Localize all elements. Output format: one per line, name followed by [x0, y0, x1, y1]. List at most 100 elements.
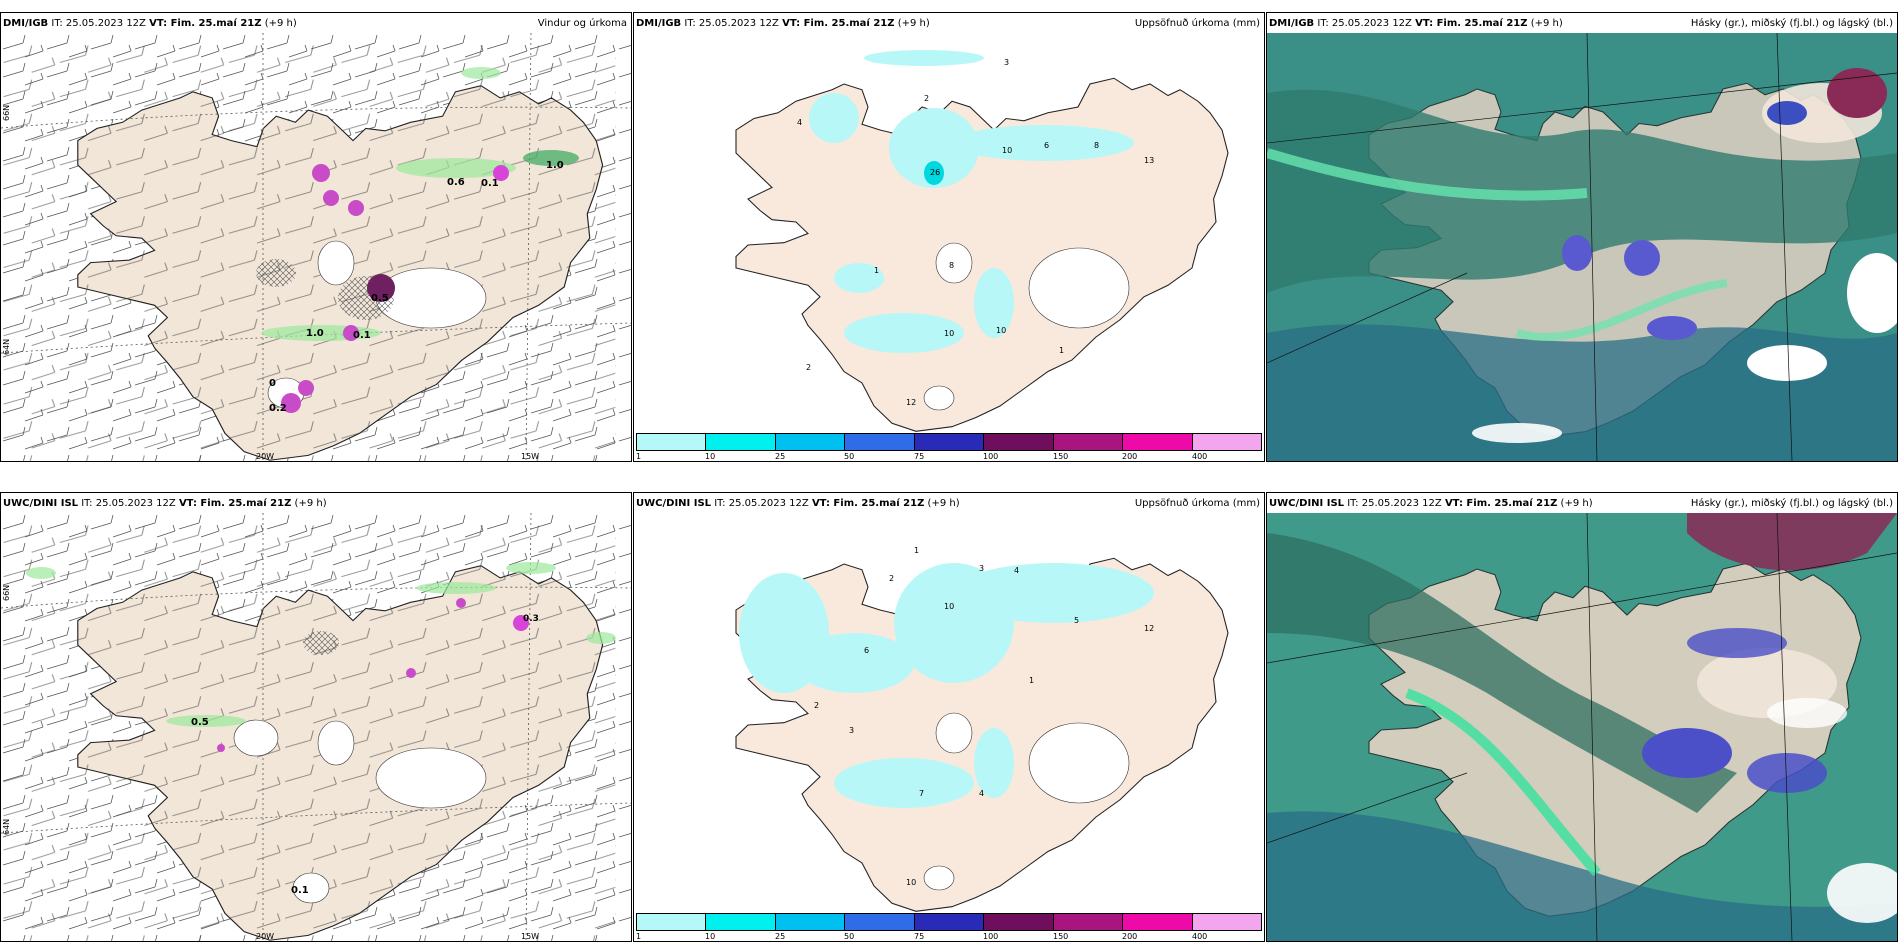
colorbar-tick: 10: [705, 932, 716, 941]
cloud-map: [1267, 513, 1897, 941]
lat-label: 64N: [2, 819, 11, 835]
precip-value: 6: [1044, 141, 1049, 150]
colorbar-tick: 25: [775, 452, 786, 461]
colorbar-swatch: [845, 434, 915, 450]
precip-value: 5: [1074, 616, 1079, 625]
colorbar-tick: 1: [636, 932, 642, 941]
wind-panel-dmi: DMI/IGB IT: 25.05.2023 12Z VT: Fim. 25.m…: [0, 12, 632, 462]
precip-value: 8: [949, 261, 954, 270]
precip-value: 6: [864, 646, 869, 655]
panel-title: Vindur og úrkoma: [537, 18, 627, 29]
colorbar: [636, 433, 1262, 451]
init-time: IT: 25.05.2023 12Z: [51, 18, 146, 29]
precip-value: 0.5: [191, 717, 209, 728]
lon-label: 15W: [521, 452, 539, 461]
precip-value: 1: [1059, 346, 1064, 355]
precip-value: 26: [930, 168, 940, 177]
precip-value: 0.1: [353, 330, 371, 341]
precip-value: 0.1: [481, 178, 499, 189]
colorbar-tick: 100: [983, 452, 999, 461]
valid-time: VT: Fim. 25.maí 21Z: [1444, 498, 1558, 509]
init-time: IT: 25.05.2023 12Z: [714, 498, 809, 509]
model-name: DMI/IGB: [3, 18, 49, 29]
colorbar-swatch: [1123, 914, 1193, 930]
lead-time: (+9 h): [897, 18, 930, 29]
colorbar-swatch: [984, 434, 1054, 450]
precip-value: 0: [269, 378, 276, 389]
model-name: UWC/DINI ISL: [1269, 498, 1345, 509]
colorbar-swatch: [984, 914, 1054, 930]
model-name: UWC/DINI ISL: [3, 498, 79, 509]
lead-time: (+9 h): [264, 18, 297, 29]
panel-header: DMI/IGB IT: 25.05.2023 12Z VT: Fim. 25.m…: [1269, 18, 1563, 30]
colorbar-tick: 10: [705, 452, 716, 461]
precip-value: 10: [906, 878, 916, 887]
panel-header: UWC/DINI ISL IT: 25.05.2023 12Z VT: Fim.…: [3, 498, 327, 510]
colorbar-swatch: [637, 914, 707, 930]
lead-time: (+9 h): [927, 498, 960, 509]
colorbar-swatch: [1123, 434, 1193, 450]
colorbar-tick: 150: [1053, 932, 1069, 941]
lead-time: (+9 h): [294, 498, 327, 509]
cloud-panel-dmi: DMI/IGB IT: 25.05.2023 12Z VT: Fim. 25.m…: [1266, 12, 1898, 462]
colorbar-swatch: [845, 914, 915, 930]
precip-value: 12: [1144, 624, 1154, 633]
panel-title: Uppsöfnuð úrkoma (mm): [1134, 498, 1260, 509]
precip-value: 10: [944, 329, 954, 338]
colorbar-tick: 50: [844, 932, 855, 941]
precip-value: 1: [1029, 676, 1034, 685]
lon-label: 20W: [256, 932, 274, 941]
precip-value: 2: [889, 574, 894, 583]
valid-time: VT: Fim. 25.maí 21Z: [149, 18, 262, 29]
precip-value: 1.0: [306, 328, 324, 339]
colorbar-swatch: [914, 914, 985, 930]
colorbar-swatch: [1053, 434, 1124, 450]
colorbar-tick: 25: [775, 932, 786, 941]
colorbar-tick: 1: [636, 452, 642, 461]
cloud-map: [1267, 33, 1897, 461]
valid-time: VT: Fim. 25.maí 21Z: [1415, 18, 1528, 29]
lon-label: 15W: [521, 932, 539, 941]
colorbar-tick: 400: [1192, 932, 1208, 941]
precip-value: 12: [906, 398, 916, 407]
colorbar-tick: 200: [1122, 452, 1138, 461]
colorbar-swatch: [706, 914, 776, 930]
precip-value: 0.1: [291, 885, 309, 896]
precip-value: 7: [919, 789, 924, 798]
panel-header: UWC/DINI ISL IT: 25.05.2023 12Z VT: Fim.…: [636, 498, 960, 510]
panel-title: Hásky (gr.), miðský (fj.bl.) og lágský (…: [1690, 498, 1893, 509]
lead-time: (+9 h): [1560, 498, 1593, 509]
valid-time: VT: Fim. 25.maí 21Z: [178, 498, 292, 509]
precip-value: 0.6: [447, 177, 465, 188]
colorbar-swatch: [1192, 434, 1261, 450]
precip-value: 10: [996, 326, 1006, 335]
colorbar-tick: 400: [1192, 452, 1208, 461]
lon-label: 20W: [256, 452, 274, 461]
precip-value: 3: [1004, 58, 1009, 67]
precip-value: 0.2: [269, 403, 287, 414]
wind-map: 0.6 0.1 1.0 0.5 1.0 0.1 0 0.2 20W 15W 66…: [1, 33, 631, 461]
precip-value: 2: [814, 701, 819, 710]
precip-value: 0.5: [371, 293, 389, 304]
precip-map: 1 2 3 4 10 5 6 12 1 2 3 7 4 10: [735, 546, 1229, 912]
colorbar-swatch: [637, 434, 707, 450]
valid-time: VT: Fim. 25.maí 21Z: [811, 498, 925, 509]
precip-panel-uwc: UWC/DINI ISL IT: 25.05.2023 12Z VT: Fim.…: [633, 492, 1265, 942]
precip-value: 4: [797, 118, 802, 127]
precip-value: 0.3: [523, 614, 539, 624]
precip-value: 3: [979, 564, 984, 573]
precip-value: 3: [849, 726, 854, 735]
colorbar-tick: 50: [844, 452, 855, 461]
precip-value: 10: [944, 602, 954, 611]
colorbar-tick: 75: [914, 932, 925, 941]
lat-label: 64N: [2, 339, 11, 355]
init-time: IT: 25.05.2023 12Z: [684, 18, 779, 29]
panel-header: DMI/IGB IT: 25.05.2023 12Z VT: Fim. 25.m…: [3, 18, 297, 30]
panel-header: DMI/IGB IT: 25.05.2023 12Z VT: Fim. 25.m…: [636, 18, 930, 30]
precip-value: 8: [1094, 141, 1099, 150]
colorbar-swatch: [914, 434, 985, 450]
precip-map: 3 2 4 26 10 6 8 13 8 1 10 10 2 1 12: [735, 50, 1229, 432]
valid-time: VT: Fim. 25.maí 21Z: [782, 18, 895, 29]
colorbar-swatch: [1053, 914, 1124, 930]
cloud-panel-uwc: UWC/DINI ISL IT: 25.05.2023 12Z VT: Fim.…: [1266, 492, 1898, 942]
